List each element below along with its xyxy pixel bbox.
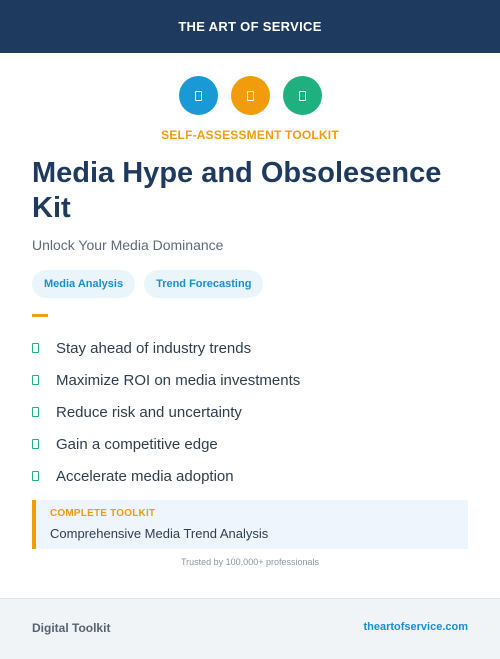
check-icon — [32, 407, 39, 417]
document-icon — [230, 76, 270, 115]
header-bar: THE ART OF SERVICE — [0, 0, 500, 53]
brand-name: THE ART OF SERVICE — [178, 19, 322, 34]
kicker-label: SELF-ASSESSMENT TOOLKIT — [161, 128, 339, 142]
footer-label: Digital Toolkit — [32, 621, 111, 635]
page-title: Media Hype and Obsolesence Kit — [32, 157, 442, 224]
benefit-text: Stay ahead of industry trends — [56, 339, 252, 357]
benefit-text: Gain a competitive edge — [56, 435, 218, 453]
document-icon — [282, 76, 322, 115]
list-item: Reduce risk and uncertainty — [32, 396, 300, 428]
benefit-text: Accelerate media adoption — [56, 467, 234, 485]
benefit-text: Reduce risk and uncertainty — [56, 403, 242, 421]
list-item: Gain a competitive edge — [32, 428, 300, 460]
check-icon — [32, 375, 39, 385]
tag-list: Media Analysis Trend Forecasting — [32, 270, 264, 298]
callout-text: Comprehensive Media Trend Analysis — [50, 526, 269, 541]
toolkit-callout: COMPLETE TOOLKIT Comprehensive Media Tre… — [32, 500, 468, 549]
icon-row — [0, 76, 500, 115]
tag-trend-forecasting[interactable]: Trend Forecasting — [144, 270, 264, 298]
check-icon — [32, 439, 39, 449]
benefit-text: Maximize ROI on media investments — [56, 371, 301, 389]
footer: Digital Toolkit theartofservice.com — [0, 598, 500, 659]
list-item: Stay ahead of industry trends — [32, 332, 300, 364]
tag-media-analysis[interactable]: Media Analysis — [32, 270, 136, 298]
trust-note: Trusted by 100,000+ professionals — [180, 557, 319, 567]
check-icon — [32, 343, 39, 353]
list-item: Maximize ROI on media investments — [32, 364, 300, 396]
subtitle: Unlock Your Media Dominance — [32, 237, 224, 253]
document-icon — [178, 76, 218, 115]
website-link[interactable]: theartofservice.com — [363, 621, 468, 633]
benefit-list: Stay ahead of industry trends Maximize R… — [32, 332, 300, 492]
callout-label: COMPLETE TOOLKIT — [50, 508, 156, 519]
accent-divider — [32, 314, 48, 317]
list-item: Accelerate media adoption — [32, 460, 300, 492]
check-icon — [32, 471, 39, 481]
